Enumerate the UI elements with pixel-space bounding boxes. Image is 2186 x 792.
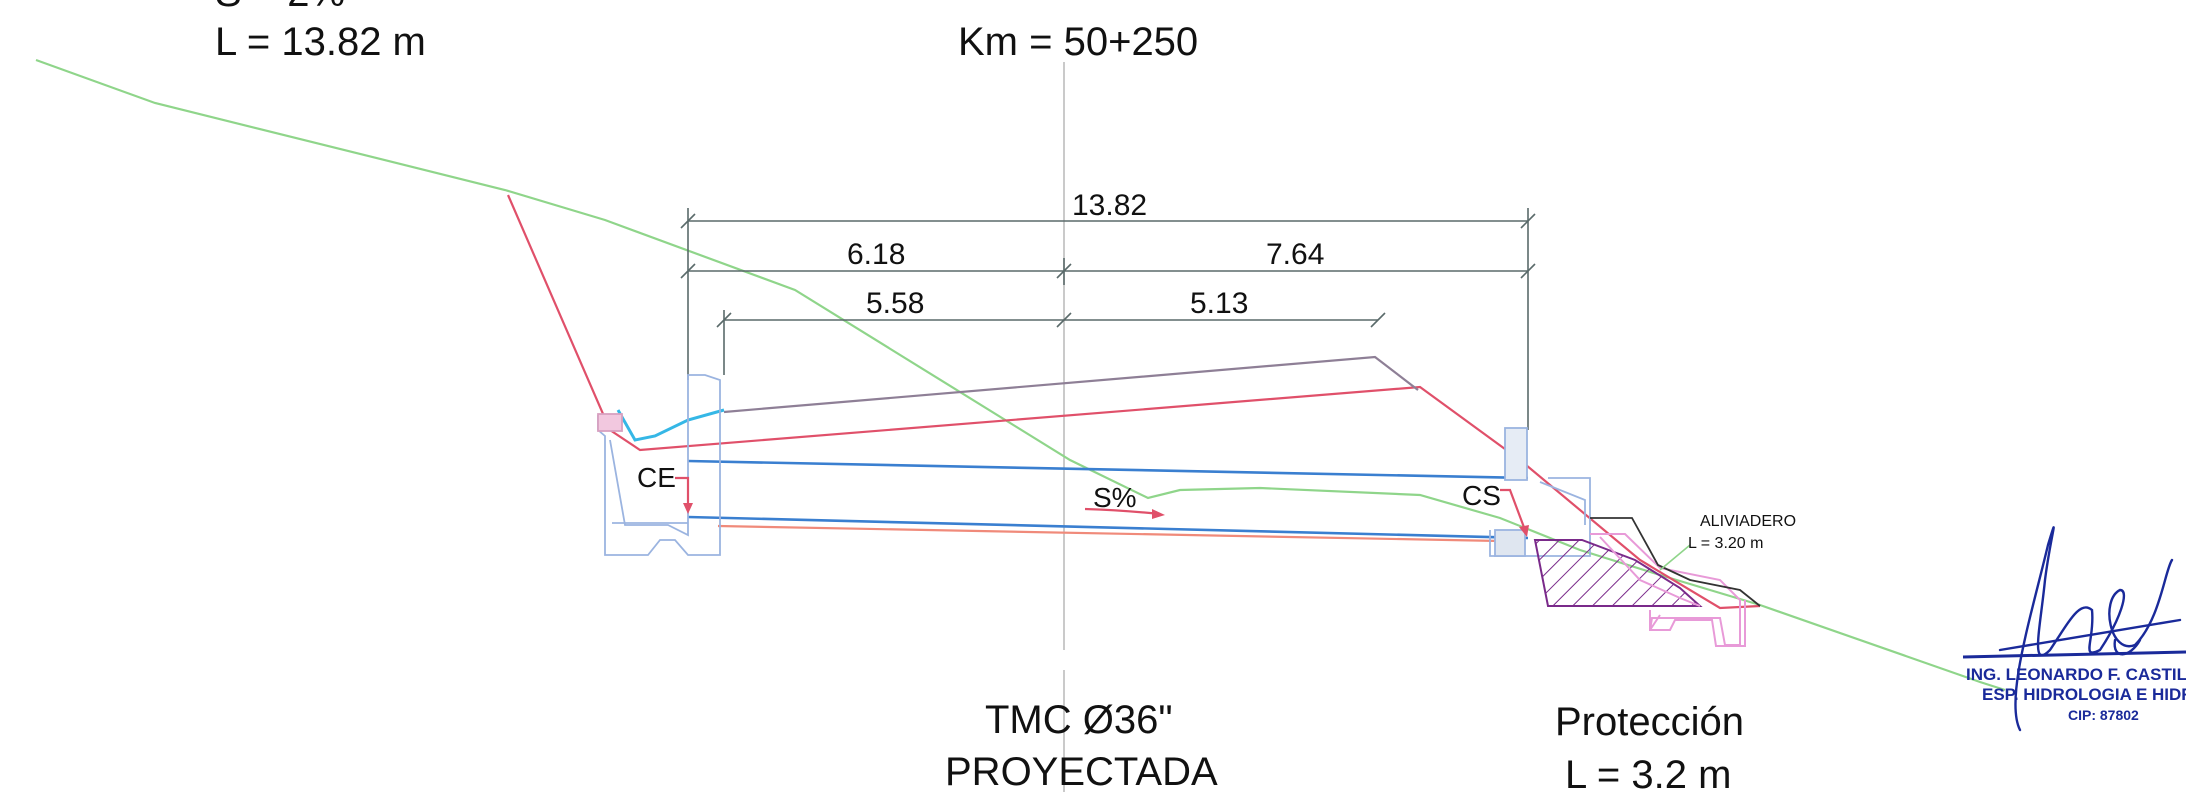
protection-title: Protección [1555,700,1744,744]
ditch-line [616,408,725,442]
outlet-arrow [1500,488,1527,531]
spillway-outline [1590,517,1761,607]
spillway-label: ALIVIADERO [1700,513,1796,530]
inlet-arrow [675,476,690,510]
dim-left-outer: 6.18 [847,238,905,271]
protection-outline [1590,533,1746,647]
inlet-headwall [597,374,721,556]
dim-left-inner: 5.58 [866,287,924,320]
spillway-leader [1659,544,1691,571]
pipe-label-line1: TMC Ø36" [985,698,1173,742]
natural-terrain-line [35,58,2006,692]
pipe-label-line2: PROYECTADA [945,750,1218,792]
length-label: L = 13.82 m [215,20,426,64]
dim-right-inner: 5.13 [1190,287,1248,320]
station-label: Km = 50+250 [958,20,1198,64]
spillway-length: L = 3.20 m [1688,535,1763,552]
dim-right-outer: 7.64 [1266,238,1324,271]
outlet-label: CS [1462,480,1501,511]
dim-total: 13.82 [1072,189,1147,222]
slope-label: S = 2% [215,0,345,15]
cut-slope-line [506,194,1761,610]
pipe-invert [687,515,1529,540]
inlet-label: CE [637,462,676,493]
engineer-stamp: ING. LEONARDO F. CASTILLO N. ESP. HIDROL… [1962,650,2186,723]
stamp-line1: ING. LEONARDO F. CASTILLO N. [1966,665,2186,684]
outlet-headwall [1489,427,1591,557]
dimension-lines [680,208,1536,430]
slope-marker: S% [1093,482,1137,513]
pipe-crown [687,459,1529,480]
inlet-arrow-head [683,503,693,514]
outlet-arrow-head [1519,525,1529,537]
stamp-line2: ESP. HIDROLOGIA E HIDRA [1982,685,2186,704]
pipe-bedding [717,524,1501,543]
slope-marker-arrow-head [1152,509,1165,519]
stamp-line3: CIP: 87802 [2068,707,2139,723]
road-surface-line [723,355,1419,414]
protection-length: L = 3.2 m [1565,753,1731,792]
